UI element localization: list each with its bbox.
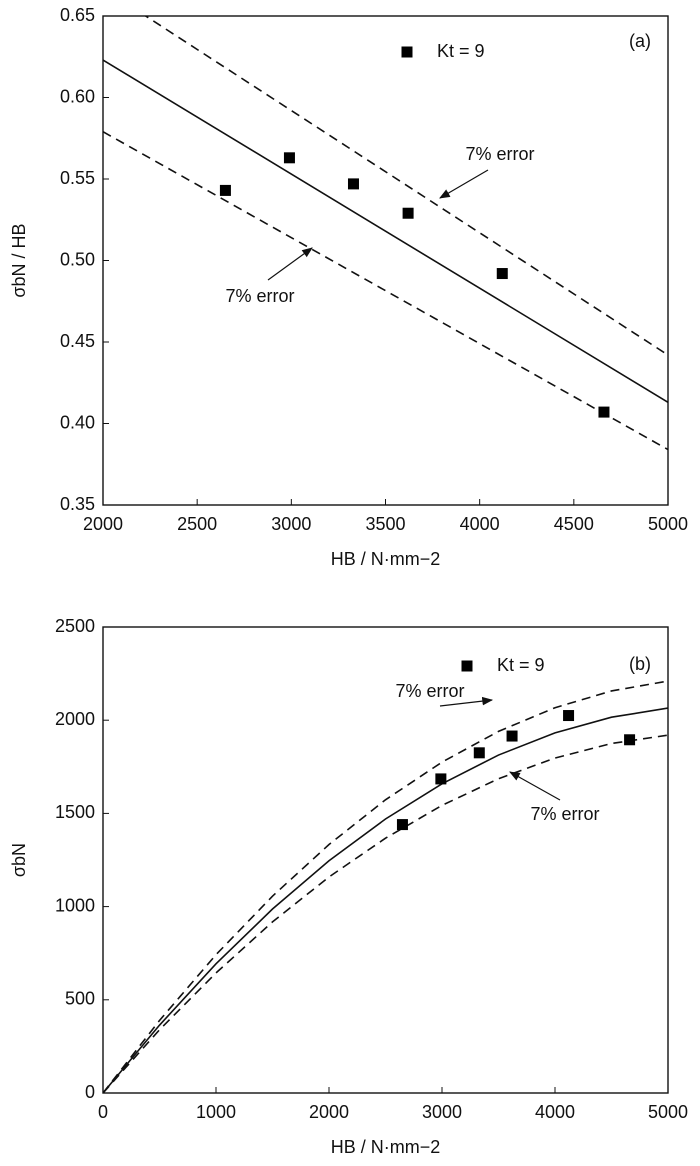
x-axis-label: HB / N·mm−2	[331, 549, 441, 569]
x-tick-label: 3000	[271, 514, 311, 534]
x-tick-label: 5000	[648, 1102, 688, 1122]
panel: 2000 2500 3000 3500 4000 4500 5000 0.35 0.40 0.45…	[9, 5, 688, 569]
y-axis-label: σbN / HB	[9, 223, 29, 297]
data-point	[563, 710, 575, 722]
annotation: 7% error	[465, 144, 534, 164]
x-tick-label: 5000	[648, 514, 688, 534]
plot-frame	[102, 15, 669, 506]
data-point	[402, 207, 414, 219]
data-point	[396, 819, 408, 831]
fit-line	[144, 16, 668, 356]
y-tick-label: 1000	[55, 895, 95, 915]
fit-line	[103, 680, 668, 1093]
x-tick-label: 0	[98, 1102, 108, 1122]
annotation-arrow	[509, 771, 561, 801]
y-tick-label: 0.60	[60, 86, 95, 106]
fit-line	[103, 131, 668, 451]
fit-line	[103, 59, 668, 403]
y-axis-label: σbN	[9, 843, 29, 877]
x-axis-label: HB / N·mm−2	[331, 1137, 441, 1157]
fit-line	[103, 734, 668, 1093]
x-tick-label: 2500	[177, 514, 217, 534]
y-tick-label: 0.65	[60, 5, 95, 25]
x-tick-label: 2000	[309, 1102, 349, 1122]
x-tick-label: 4000	[460, 514, 500, 534]
y-tick-label: 1500	[55, 802, 95, 822]
y-tick-label: 0.50	[60, 249, 95, 269]
annotation-arrow	[439, 696, 494, 707]
x-tick-label: 3500	[365, 514, 405, 534]
annotation: 7% error	[225, 286, 294, 306]
legend-marker	[401, 46, 413, 58]
y-tick-label: 0	[85, 1082, 95, 1102]
data-point	[435, 773, 447, 785]
x-tick-label: 2000	[83, 514, 123, 534]
data-point	[598, 406, 610, 418]
y-tick-label: 0.55	[60, 168, 95, 188]
legend-label: Kt = 9	[437, 41, 485, 61]
panel: 0 1000 2000 3000 4000 5000 0 500 1000 1500 2000 250…	[9, 616, 688, 1157]
x-tick-label: 3000	[422, 1102, 462, 1122]
y-tick-label: 2500	[55, 616, 95, 636]
data-point	[347, 178, 359, 190]
annotation: 7% error	[530, 804, 599, 824]
y-tick-label: 2000	[55, 709, 95, 729]
data-point	[506, 730, 518, 742]
y-tick-label: 0.35	[60, 494, 95, 514]
x-tick-label: 1000	[196, 1102, 236, 1122]
legend-label: Kt = 9	[497, 655, 545, 675]
panel-label: (b)	[629, 654, 651, 674]
x-tick-label: 4000	[535, 1102, 575, 1122]
y-tick-label: 500	[65, 989, 95, 1009]
annotation-arrow	[439, 169, 489, 199]
data-point	[624, 734, 636, 746]
plot-frame	[102, 626, 669, 1094]
data-point	[496, 268, 508, 280]
annotation: 7% error	[395, 681, 464, 701]
y-tick-label: 0.45	[60, 331, 95, 351]
data-point	[473, 747, 485, 759]
data-point	[283, 152, 295, 164]
legend-marker	[461, 660, 473, 672]
annotation-arrow	[267, 247, 313, 281]
data-point	[219, 184, 231, 196]
panel-label: (a)	[629, 31, 651, 51]
fit-line	[103, 707, 668, 1093]
y-tick-label: 0.40	[60, 412, 95, 432]
x-tick-label: 4500	[554, 514, 594, 534]
